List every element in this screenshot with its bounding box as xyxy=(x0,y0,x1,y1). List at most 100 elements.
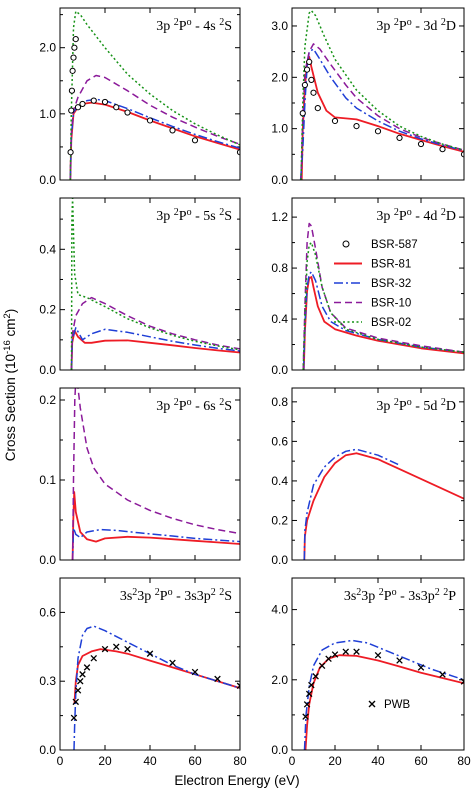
bsr-587-point xyxy=(439,146,446,153)
y-tick-label: 0.4 xyxy=(271,312,288,326)
bsr-81-line xyxy=(70,329,240,370)
pwb-point xyxy=(124,645,131,653)
y-tick-label: 0.0 xyxy=(271,553,288,567)
panel-frame xyxy=(291,387,465,561)
bsr-587-point xyxy=(314,105,321,112)
x-tick-label: 0 xyxy=(289,754,296,768)
legend: BSR-587 BSR-81 BSR-32 BSR-10 BSR-02 PWB xyxy=(334,239,418,711)
legend-label: BSR-587 xyxy=(371,239,418,251)
bsr-587-point xyxy=(90,97,97,104)
pwb-point xyxy=(76,677,84,685)
pwb-point xyxy=(303,701,311,708)
pwb-legend-label: PWB xyxy=(384,699,411,711)
pwb-point xyxy=(325,655,332,662)
panel-frame xyxy=(59,7,241,181)
x-tick-label: 0 xyxy=(57,754,64,768)
bsr-587-point xyxy=(331,117,339,125)
pwb-point xyxy=(353,648,360,655)
series-group xyxy=(302,639,464,750)
y-tick-label: 1.2 xyxy=(271,210,288,224)
bsr-32-line xyxy=(69,98,240,180)
bsr-587-point xyxy=(68,107,75,114)
bsr-587-point xyxy=(299,110,306,117)
bsr-587-point xyxy=(417,140,425,148)
pwb-point xyxy=(331,651,339,658)
bsr-587-point xyxy=(303,66,311,73)
pwb-point xyxy=(191,668,199,676)
bsr-587-point xyxy=(306,58,313,66)
pwb-point xyxy=(308,681,315,689)
pwb-point xyxy=(83,664,91,671)
bsr-587-point xyxy=(71,44,78,51)
y-axis-title-unit-exponent: 2 xyxy=(2,313,13,318)
bsr-587-point xyxy=(191,137,199,144)
y-tick-label: 2.0 xyxy=(271,70,288,84)
y-tick-label: 4.0 xyxy=(271,603,288,617)
bsr-81-line xyxy=(300,55,464,180)
legend-entry: BSR-587 xyxy=(342,239,418,251)
pwb-legend: PWB xyxy=(368,699,411,711)
y-tick-label: 0.0 xyxy=(271,743,288,757)
bsr-587-point xyxy=(72,35,79,43)
pwb-point xyxy=(439,671,446,678)
bsr-587-point xyxy=(70,54,77,61)
series-group xyxy=(70,198,240,370)
x-tick-label: 20 xyxy=(328,754,342,768)
bsr-587-point xyxy=(310,89,317,96)
bsr-10-line xyxy=(300,43,464,180)
panel-frame xyxy=(291,577,465,751)
panel-5: 0.0 0.1 0.2 3p 2Po - 6s 2S xyxy=(39,387,241,567)
y-tick-label: 0.1 xyxy=(39,473,56,487)
legend-symbol xyxy=(342,240,350,248)
panel-3: 0.0 0.2 0.4 3p 2Po - 5s 2S xyxy=(39,197,241,377)
pwb-point xyxy=(236,682,240,690)
pwb-point xyxy=(374,651,382,659)
y-tick-label: 0.2 xyxy=(39,303,56,317)
panel-frame xyxy=(291,197,465,371)
pwb-point xyxy=(460,678,464,685)
pwb-point xyxy=(70,714,78,722)
bsr-587-point xyxy=(67,149,74,156)
series-group xyxy=(67,10,240,180)
bsr-587-point xyxy=(79,100,86,108)
panel-title: 3p 2Po - 5s 2S xyxy=(156,207,232,224)
y-axis-title-close: ) xyxy=(3,309,18,314)
series-group xyxy=(71,388,240,560)
panel-4: 0.0 0.4 0.8 1.2 3p 2Po - 4d 2D xyxy=(271,197,465,377)
bsr-587-point xyxy=(353,122,360,130)
x-tick-label: 60 xyxy=(414,754,428,768)
bsr-02-line xyxy=(300,9,464,180)
y-tick-label: 0.4 xyxy=(271,474,288,488)
panel-frame xyxy=(59,387,241,561)
pwb-point xyxy=(342,648,350,655)
bsr-32-line xyxy=(303,639,464,750)
legend-entry: BSR-81 xyxy=(334,259,411,271)
pwb-point xyxy=(302,713,309,720)
bsr-10-line xyxy=(69,74,240,180)
y-tick-label: 1.0 xyxy=(271,122,288,136)
panel-title: 3p 2Po - 3d 2D xyxy=(376,17,456,34)
panels-group: 0.0 1.0 2.0 3p 2Po - 4s 2S 0.0 1.0 2.0 3.0 3p 2P… xyxy=(39,7,471,768)
legend-entry: BSR-32 xyxy=(334,278,411,290)
y-tick-label: 0.6 xyxy=(39,605,56,619)
series-group xyxy=(303,448,464,560)
y-tick-label: 3.0 xyxy=(271,19,288,33)
y-tick-label: 0.0 xyxy=(39,553,56,567)
pwb-point xyxy=(74,687,82,694)
panel-frame xyxy=(59,577,241,751)
y-tick-label: 0.4 xyxy=(39,242,56,256)
y-tick-label: 2.0 xyxy=(271,673,288,687)
y-tick-label: 0.6 xyxy=(271,434,288,448)
bsr-32-line xyxy=(299,48,464,180)
y-tick-label: 0.0 xyxy=(39,743,56,757)
panel-8: 0 20 40 60 80 0.0 2.0 4.0 3s23p 2Po - 3s3p2 2P xyxy=(271,577,471,768)
bsr-81-line xyxy=(302,276,464,370)
pwb-point xyxy=(72,698,80,706)
pwb-point xyxy=(214,675,221,683)
y-axis-title: Cross Section (10-16 cm2) xyxy=(2,309,18,462)
bsr-587-point xyxy=(308,76,315,83)
pwb-point xyxy=(305,690,313,698)
bsr-02-line xyxy=(69,10,240,180)
panel-title: 3s23p 2Po - 3s3p2 2P xyxy=(344,587,456,604)
y-tick-label: 0.2 xyxy=(39,393,56,407)
